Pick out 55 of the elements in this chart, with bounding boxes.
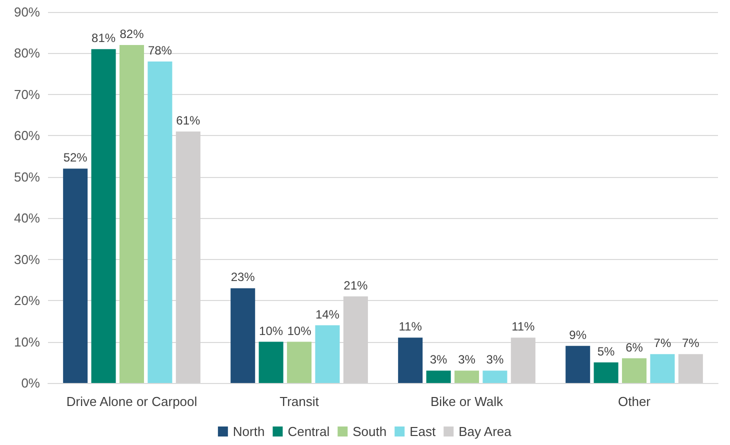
x-tick-label: Transit [280,394,320,409]
bar [230,288,256,383]
data-label: 10% [259,324,284,338]
y-tick-label: 20% [14,293,40,308]
bar [594,362,618,383]
x-tick-label: Other [618,394,652,409]
y-tick-label: 40% [14,210,40,226]
legend-label: East [410,424,436,439]
legend-label: North [232,424,265,439]
data-label: 10% [287,324,312,338]
data-label: 3% [458,352,476,367]
bar [566,346,590,383]
data-label: 9% [569,328,587,342]
data-label: 6% [626,340,644,354]
y-tick-label: 50% [14,169,40,184]
data-label: 78% [148,43,172,58]
data-label: 11% [512,320,536,334]
y-tick-label: 80% [14,46,40,61]
bar [482,370,508,383]
y-tick-label: 70% [14,86,40,102]
data-label: 3% [430,352,448,367]
data-label: 7% [682,336,700,350]
bar [258,342,284,383]
y-tick-label: 60% [14,128,40,144]
y-tick-label: 0% [21,376,40,390]
data-label: 7% [654,336,672,350]
data-label: 3% [486,352,504,367]
bar [148,61,172,383]
y-tick-label: 30% [14,252,40,267]
x-tick-label: Drive Alone or Carpool [66,394,198,409]
bar [315,325,340,383]
y-tick-label: 90% [14,4,40,20]
data-label: 14% [315,307,340,322]
bar [398,338,423,383]
data-label: 61% [176,114,200,128]
bar [91,49,116,383]
bar [286,342,312,383]
data-label: 23% [230,270,256,284]
data-label: 52% [63,150,88,165]
x-tick-label: Bike or Walk [430,394,504,409]
legend-label: Central [288,424,330,439]
data-label: 82% [120,26,144,41]
bar [622,358,647,383]
bar [119,44,144,383]
bar [63,168,88,383]
bar [454,370,480,383]
legend-label: South [352,424,387,439]
legend-label: Bay Area [458,424,512,439]
data-label: 5% [597,344,616,358]
bar [426,370,451,383]
data-label: 21% [344,278,368,292]
data-label: 11% [398,320,422,334]
bar [650,354,675,383]
y-tick-label: 10% [14,334,40,350]
data-label: 81% [92,31,116,46]
